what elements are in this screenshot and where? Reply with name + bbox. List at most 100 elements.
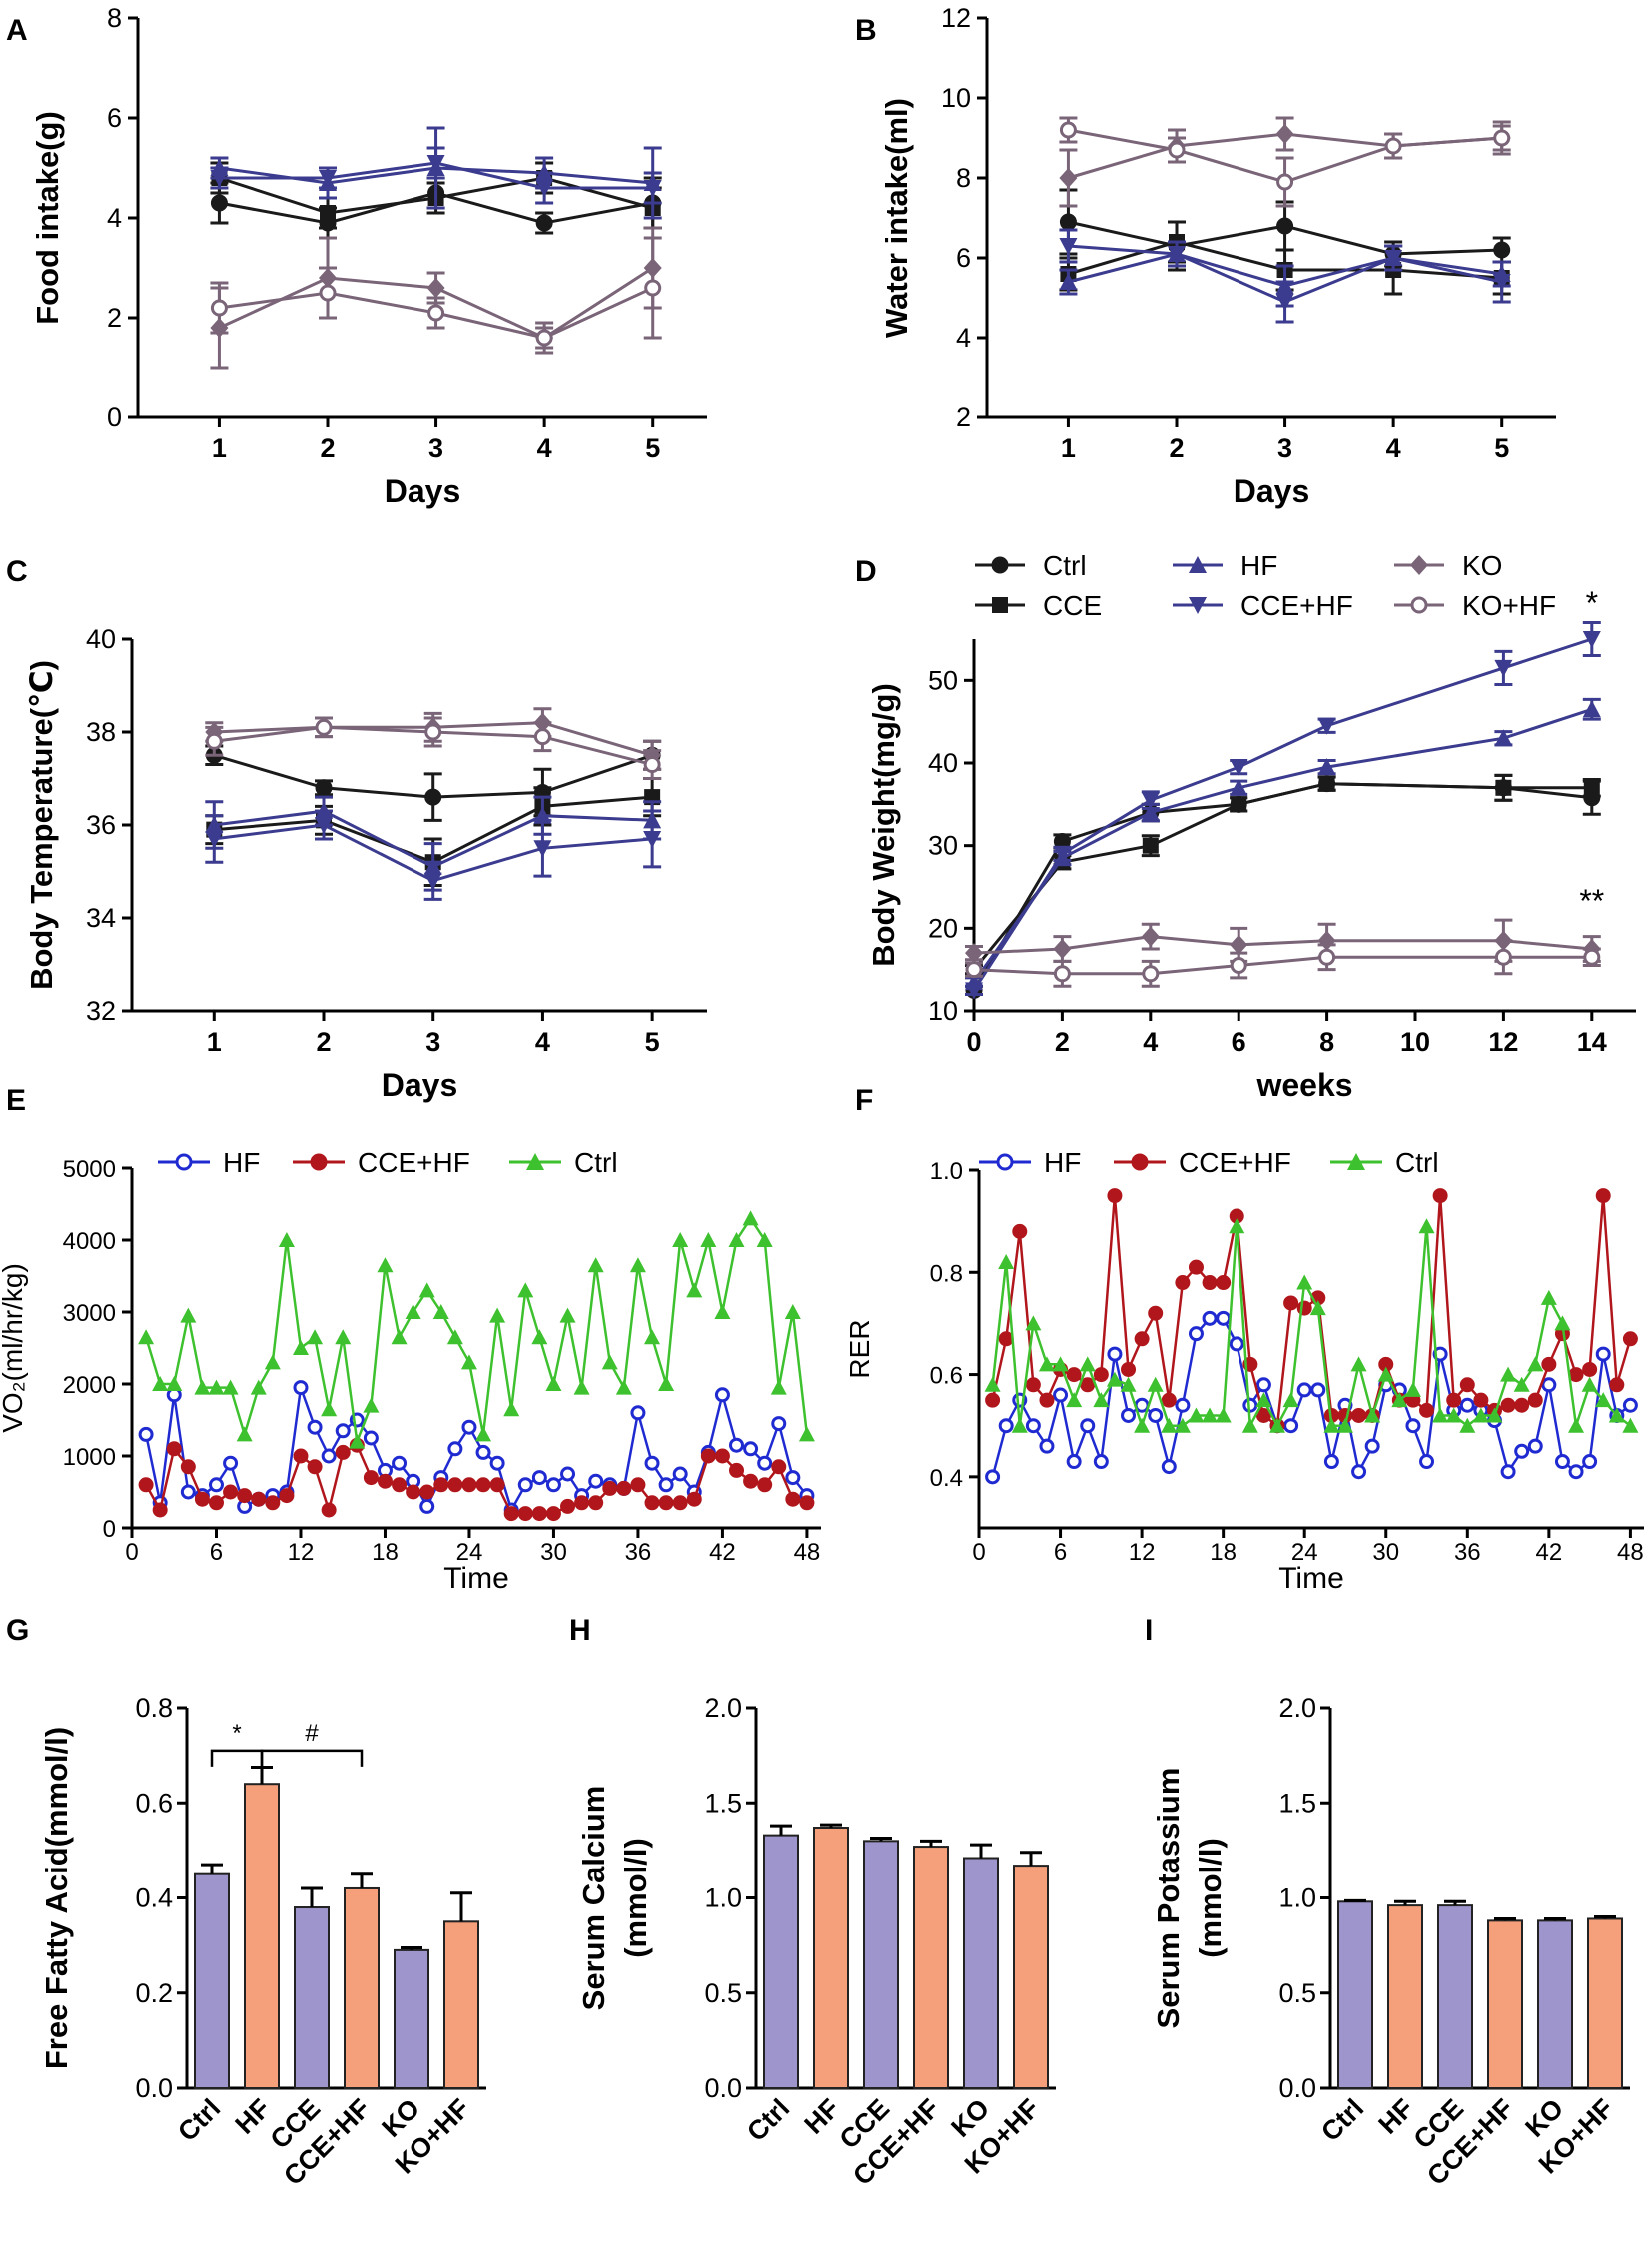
data-point bbox=[742, 1210, 759, 1226]
data-point bbox=[419, 1484, 435, 1500]
panel-F: F 0.4 0.6 0.8 1.0 0 6 12 18 24 30 36 42 48 Time RER HF CC… bbox=[844, 1084, 1644, 1595]
y-tick-label: 1.5 bbox=[704, 1788, 742, 1818]
data-point bbox=[965, 943, 983, 964]
data-point bbox=[1053, 845, 1072, 863]
bar-group: KO bbox=[376, 1946, 429, 2143]
data-point bbox=[1473, 1392, 1489, 1408]
data-point bbox=[1059, 238, 1078, 255]
data-point bbox=[1432, 1407, 1449, 1423]
data-point bbox=[180, 1307, 197, 1323]
data-point bbox=[643, 180, 662, 197]
data-point bbox=[535, 180, 554, 197]
significance-label: * bbox=[1586, 585, 1598, 621]
data-point bbox=[1121, 1407, 1137, 1423]
data-point bbox=[475, 1444, 491, 1460]
data-point bbox=[1148, 1305, 1164, 1321]
x-tick-label: 6 bbox=[1232, 1027, 1246, 1057]
bar bbox=[1537, 1919, 1573, 2089]
bar-group: HF bbox=[1373, 1899, 1423, 2140]
data-point bbox=[1052, 1356, 1069, 1372]
x-tick-label: 1 bbox=[212, 433, 227, 463]
x-tick-label: 24 bbox=[456, 1539, 483, 1566]
series-line bbox=[144, 1216, 809, 1447]
data-point bbox=[1230, 934, 1248, 955]
data-point bbox=[1419, 1454, 1435, 1470]
data-point bbox=[307, 1419, 323, 1435]
legend-label: CCE+HF bbox=[1240, 590, 1353, 621]
data-point bbox=[447, 1477, 463, 1493]
data-point bbox=[1059, 168, 1078, 188]
y-tick-label: 4 bbox=[956, 323, 971, 353]
data-point bbox=[1310, 1382, 1326, 1398]
data-point bbox=[1106, 1371, 1123, 1387]
data-point bbox=[757, 1455, 773, 1471]
series-CCE+HF bbox=[985, 1188, 1638, 1434]
data-point bbox=[771, 1416, 787, 1432]
data-point bbox=[574, 1495, 590, 1511]
data-point bbox=[1255, 1392, 1272, 1408]
data-point bbox=[1202, 1275, 1218, 1291]
y-tick-label: 0 bbox=[107, 402, 122, 432]
data-point bbox=[1012, 1223, 1028, 1239]
bar bbox=[194, 1872, 230, 2089]
data-point bbox=[560, 1466, 576, 1482]
bar bbox=[1587, 1917, 1623, 2089]
bar bbox=[394, 1948, 429, 2089]
data-point bbox=[714, 1387, 730, 1403]
data-point bbox=[1583, 779, 1600, 796]
data-point bbox=[1141, 803, 1160, 821]
data-point bbox=[1161, 1417, 1178, 1433]
data-point bbox=[1053, 1387, 1069, 1403]
data-point bbox=[138, 1477, 154, 1493]
data-point bbox=[1541, 1356, 1557, 1372]
category-label: Ctrl bbox=[741, 2093, 795, 2147]
data-point bbox=[643, 756, 661, 774]
y-axis-title: VO₂(ml/hr/kg) bbox=[0, 1263, 28, 1433]
data-point bbox=[1276, 173, 1294, 191]
bar bbox=[1487, 1919, 1523, 2089]
bar bbox=[863, 1840, 899, 2089]
x-tick-label: 18 bbox=[372, 1539, 399, 1566]
data-point bbox=[1093, 1392, 1110, 1408]
data-point bbox=[1066, 1392, 1083, 1408]
data-point bbox=[1364, 1438, 1380, 1454]
data-point bbox=[1568, 1464, 1584, 1480]
series-KO+HF bbox=[205, 716, 662, 780]
data-point bbox=[770, 1379, 787, 1395]
data-point bbox=[166, 1441, 182, 1457]
data-point bbox=[1141, 926, 1160, 947]
data-point bbox=[1459, 1377, 1475, 1393]
data-point bbox=[208, 1477, 224, 1493]
data-point bbox=[1350, 1356, 1367, 1372]
category-label: Ctrl bbox=[1315, 2093, 1369, 2147]
data-point bbox=[560, 1498, 576, 1514]
legend-marker bbox=[1131, 1153, 1149, 1171]
legend-marker bbox=[1189, 597, 1207, 614]
data-point bbox=[1514, 1397, 1530, 1413]
legend-item: HF bbox=[158, 1147, 260, 1178]
data-point bbox=[700, 1448, 716, 1464]
bar bbox=[813, 1827, 849, 2089]
data-point bbox=[1472, 1407, 1489, 1423]
legend-item: KO+HF bbox=[1394, 590, 1556, 621]
data-point bbox=[714, 1448, 730, 1464]
data-point bbox=[377, 1473, 393, 1489]
data-point bbox=[965, 982, 983, 1000]
data-point bbox=[1351, 1464, 1367, 1480]
data-point bbox=[1229, 1218, 1245, 1234]
x-tick-label: 24 bbox=[1291, 1539, 1318, 1566]
data-point bbox=[1582, 1454, 1598, 1470]
data-point bbox=[1053, 965, 1071, 983]
legend-label: KO+HF bbox=[1462, 590, 1556, 621]
data-point bbox=[1323, 1454, 1339, 1470]
data-point bbox=[1202, 1310, 1218, 1326]
data-point bbox=[672, 1495, 688, 1511]
data-point bbox=[729, 1462, 745, 1478]
x-tick-label: 6 bbox=[210, 1539, 223, 1566]
data-point bbox=[588, 1495, 604, 1511]
data-point bbox=[672, 1232, 689, 1247]
panel-letter: A bbox=[6, 14, 28, 47]
data-point bbox=[424, 788, 442, 806]
y-tick-label: 0.4 bbox=[135, 1883, 173, 1913]
